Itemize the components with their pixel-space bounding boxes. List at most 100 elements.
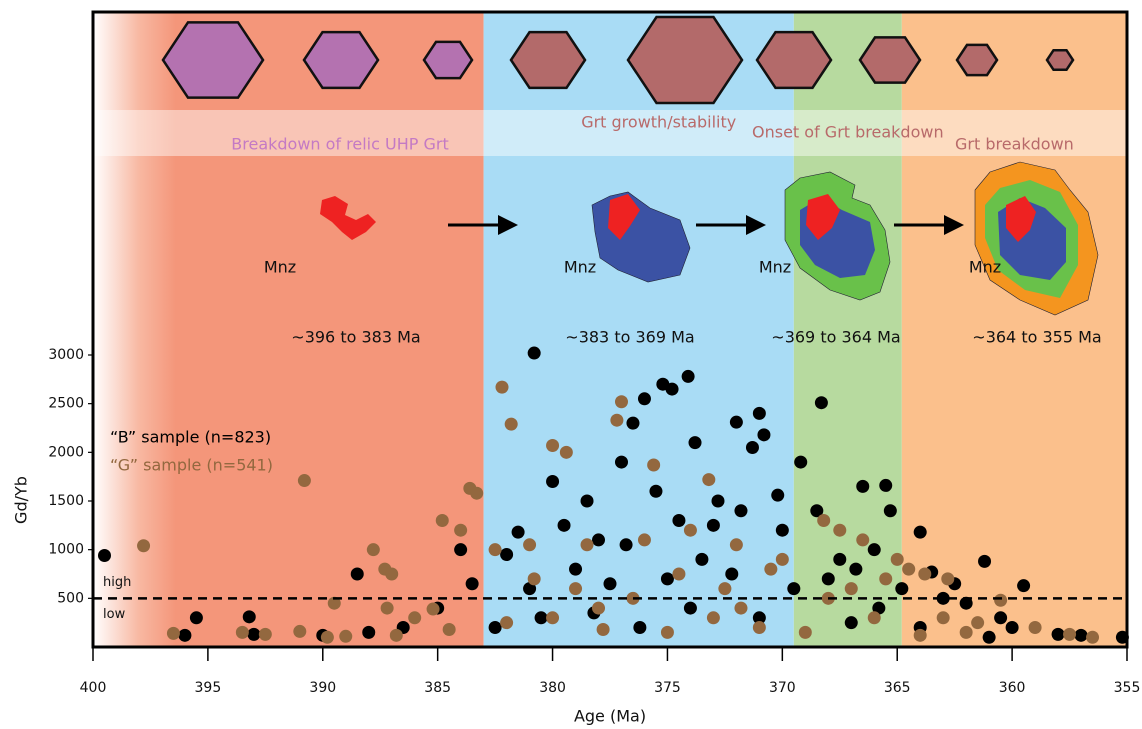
point: [817, 514, 830, 527]
x-tick-label: 400: [80, 680, 107, 696]
point: [615, 456, 628, 469]
point: [381, 602, 394, 615]
point: [994, 611, 1007, 624]
phase-name: Grt breakdown: [955, 135, 1074, 154]
point: [879, 572, 892, 585]
point: [856, 533, 869, 546]
y-tick-label: 1500: [48, 493, 84, 509]
point: [247, 628, 260, 641]
point: [615, 395, 628, 408]
y-tick-label: 500: [57, 590, 84, 606]
point: [546, 475, 559, 488]
point: [902, 563, 915, 576]
point: [1006, 621, 1019, 634]
point: [1029, 621, 1042, 634]
point: [734, 504, 747, 517]
point: [408, 611, 421, 624]
point: [661, 572, 674, 585]
point: [259, 628, 272, 641]
point: [592, 602, 605, 615]
point: [884, 504, 897, 517]
threshold-high: high: [103, 575, 131, 590]
point: [560, 446, 573, 459]
x-tick-label: 360: [999, 680, 1026, 696]
x-tick-label: 370: [769, 680, 796, 696]
point: [427, 603, 440, 616]
point: [638, 392, 651, 405]
point: [535, 611, 548, 624]
point: [682, 370, 695, 383]
point: [799, 626, 812, 639]
point: [794, 456, 807, 469]
point: [647, 458, 660, 471]
hexagon: [1047, 50, 1073, 70]
point: [753, 407, 766, 420]
point: [98, 549, 111, 562]
point: [725, 568, 738, 581]
y-tick-label: 1000: [48, 542, 84, 558]
point: [581, 495, 594, 508]
point: [753, 621, 766, 634]
point: [569, 582, 582, 595]
point: [730, 416, 743, 429]
point: [443, 623, 456, 636]
point: [512, 526, 525, 539]
point: [178, 629, 191, 642]
point: [351, 568, 364, 581]
point: [711, 495, 724, 508]
point: [771, 489, 784, 502]
point: [454, 524, 467, 537]
x-tick-label: 380: [539, 680, 566, 696]
y-tick-label: 2000: [48, 444, 84, 460]
point: [649, 485, 662, 498]
legend-entry: “B” sample (n=823): [110, 428, 271, 447]
point: [702, 473, 715, 486]
point: [321, 631, 334, 644]
point: [849, 563, 862, 576]
point: [454, 543, 467, 556]
point: [592, 533, 605, 546]
point: [298, 474, 311, 487]
x-tick-label: 355: [1114, 680, 1141, 696]
point: [528, 347, 541, 360]
point: [776, 524, 789, 537]
point: [914, 629, 927, 642]
point: [787, 582, 800, 595]
point: [891, 553, 904, 566]
point: [833, 553, 846, 566]
point: [672, 568, 685, 581]
point: [167, 627, 180, 640]
x-tick-label: 365: [884, 680, 911, 696]
point: [500, 616, 513, 629]
y-axis-title: Gd/Yb: [12, 476, 31, 524]
point: [994, 594, 1007, 607]
point: [661, 626, 674, 639]
range-label: ~369 to 364 Ma: [771, 328, 900, 347]
hexagon: [860, 37, 920, 82]
mineral-label: Mnz: [759, 258, 791, 277]
mineral-label: Mnz: [564, 258, 596, 277]
point: [833, 524, 846, 537]
point: [505, 418, 518, 431]
hexagon: [424, 42, 472, 78]
point: [764, 563, 777, 576]
point: [707, 519, 720, 532]
x-tick-label: 395: [195, 680, 222, 696]
point: [546, 611, 559, 624]
point: [470, 487, 483, 500]
threshold-low: low: [103, 607, 126, 622]
point: [978, 555, 991, 568]
point: [489, 621, 502, 634]
point: [638, 533, 651, 546]
point: [868, 611, 881, 624]
mineral-label: Mnz: [969, 258, 1001, 277]
mineral-label: Mnz: [264, 258, 296, 277]
y-tick-label: 2500: [48, 396, 84, 412]
point: [390, 629, 403, 642]
point: [581, 538, 594, 551]
point: [822, 572, 835, 585]
phase-name: Grt growth/stability: [581, 113, 736, 132]
range-label: ~364 to 355 Ma: [972, 328, 1101, 347]
point: [666, 383, 679, 396]
point: [1017, 579, 1030, 592]
